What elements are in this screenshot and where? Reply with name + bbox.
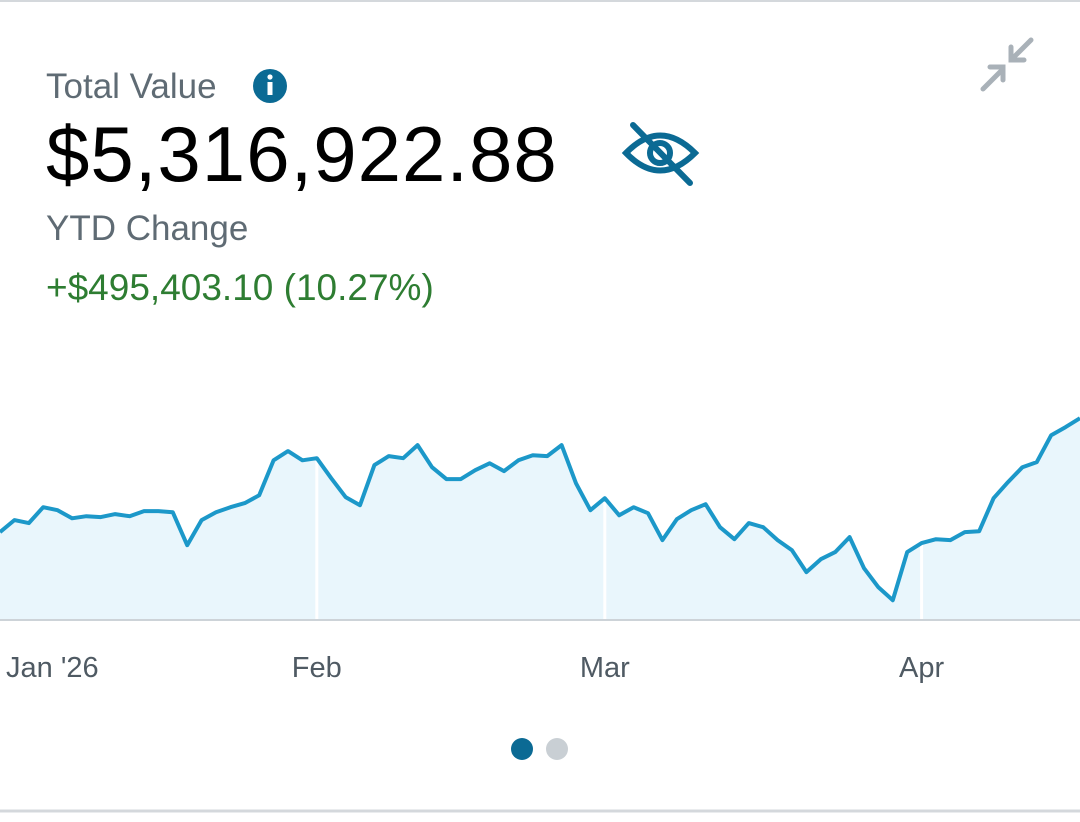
page-dot[interactable] <box>546 738 568 760</box>
x-tick-label: Apr <box>899 652 944 684</box>
line <box>0 416 1080 603</box>
x-tick-label: Mar <box>580 652 630 684</box>
collapse-icon[interactable] <box>980 37 1034 92</box>
title: Total Value <box>46 67 217 106</box>
total-value: $5,316,922.88 <box>46 110 558 198</box>
plot: Jan '26 Feb Mar Apr <box>0 330 1080 684</box>
x-tick-label: Jan '26 <box>6 652 99 684</box>
info-icon[interactable] <box>253 69 287 103</box>
hide-icon[interactable] <box>621 122 700 186</box>
x-tick-label: Feb <box>292 652 342 684</box>
page-dot-active[interactable] <box>511 738 533 760</box>
change-label: YTD Change <box>46 209 248 248</box>
area <box>0 418 1080 620</box>
change-value: +$495,403.10 (10.27%) <box>46 267 434 308</box>
